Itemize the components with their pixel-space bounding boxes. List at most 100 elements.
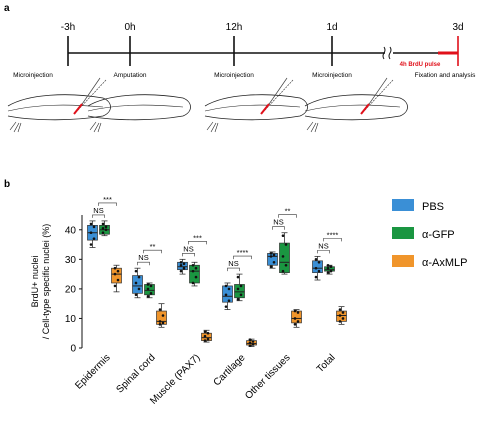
data-point <box>272 260 276 264</box>
tail-outline <box>7 94 111 121</box>
significance-label: *** <box>193 233 202 242</box>
y-axis-label: BrdU+ nuclei <box>30 256 40 308</box>
data-point <box>137 287 141 291</box>
legend-label: α-GFP <box>422 229 455 241</box>
significance-bracket <box>182 253 195 257</box>
tail-spine <box>87 104 184 112</box>
data-point <box>104 225 108 229</box>
data-point <box>326 271 330 274</box>
event-label: Fixation and analysis <box>415 72 476 79</box>
box <box>144 284 155 296</box>
data-point <box>134 293 138 297</box>
data-point <box>269 252 273 255</box>
box-plot: 0 10 20 30 40 BrdU+ nuclei / Cell-type specifi… <box>30 195 347 407</box>
injection-site <box>260 103 270 115</box>
data-point <box>158 323 162 326</box>
data-point <box>179 269 183 273</box>
data-point <box>134 269 138 273</box>
injection-site <box>73 103 83 115</box>
data-point <box>116 278 120 282</box>
data-point <box>146 283 150 286</box>
data-point <box>89 243 93 246</box>
box <box>177 261 188 271</box>
box <box>312 260 323 273</box>
significance-label: NS <box>138 253 148 262</box>
data-point <box>281 234 285 237</box>
box <box>201 332 212 341</box>
data-point <box>326 263 330 267</box>
data-point <box>293 323 297 326</box>
data-point <box>341 317 345 320</box>
data-point <box>104 228 108 232</box>
box <box>336 310 347 322</box>
data-point <box>269 265 273 269</box>
data-point <box>101 222 105 226</box>
data-point <box>224 293 228 297</box>
significance-label: *** <box>103 195 112 204</box>
data-point <box>191 263 195 267</box>
box <box>222 285 233 303</box>
tail-outline <box>87 94 191 121</box>
data-point <box>146 294 150 298</box>
data-point <box>317 269 321 273</box>
panel-b-label: b <box>4 179 10 190</box>
data-point <box>227 287 231 291</box>
panel-a-label: a <box>4 3 10 14</box>
legend-swatch <box>392 227 414 239</box>
y-tick-label: 30 <box>65 255 77 266</box>
significance-label: NS <box>318 241 328 250</box>
data-point <box>134 281 138 285</box>
data-point <box>146 287 150 291</box>
data-point <box>92 225 96 229</box>
legend-label: PBS <box>422 201 444 213</box>
data-point <box>281 255 285 258</box>
data-point <box>329 269 333 273</box>
data-point <box>224 284 228 288</box>
box <box>132 275 143 294</box>
tail-sketch <box>7 77 111 133</box>
legend: PBS α-GFP α-AxMLP <box>392 199 467 269</box>
box <box>267 253 278 266</box>
box <box>246 340 257 346</box>
significance-bracket <box>233 255 252 260</box>
data-point <box>284 263 288 267</box>
data-point <box>296 320 300 323</box>
data-point <box>161 321 165 325</box>
box <box>189 264 200 284</box>
x-tick-label: Other tissues <box>243 352 292 401</box>
data-point <box>203 339 207 342</box>
y-axis-label: / Cell-type specific nuclei (%) <box>41 224 51 340</box>
axis-break <box>382 46 386 60</box>
data-point <box>194 266 198 270</box>
data-point <box>281 269 285 273</box>
significance-label: **** <box>327 230 339 239</box>
injection-needle <box>77 79 107 111</box>
data-point <box>314 266 318 270</box>
data-point <box>92 237 96 240</box>
axis-break <box>388 46 392 60</box>
data-point <box>326 266 330 270</box>
pulse-label: 4h BrdU pulse <box>400 62 441 68</box>
tail-spine <box>204 104 301 112</box>
significance-bracket <box>323 238 342 242</box>
data-point <box>149 284 153 288</box>
x-tick-label: Cartilage <box>212 352 248 388</box>
data-point <box>113 272 117 276</box>
injection-needle <box>364 79 394 111</box>
timepoint-label: 3d <box>452 22 463 33</box>
data-point <box>137 275 141 279</box>
injection-site <box>360 103 370 115</box>
leg-sketch <box>9 121 22 133</box>
data-point <box>248 338 252 342</box>
data-point <box>272 253 276 257</box>
data-point <box>284 243 288 246</box>
significance-bracket <box>317 250 330 254</box>
injection-needle <box>264 79 294 111</box>
timepoint-label: -3h <box>61 22 75 33</box>
significance-label: ** <box>285 207 291 216</box>
box <box>234 284 245 299</box>
significance-bracket <box>272 226 285 230</box>
box <box>279 242 290 273</box>
data-point <box>338 314 342 317</box>
event-label: Microinjection <box>214 72 254 79</box>
